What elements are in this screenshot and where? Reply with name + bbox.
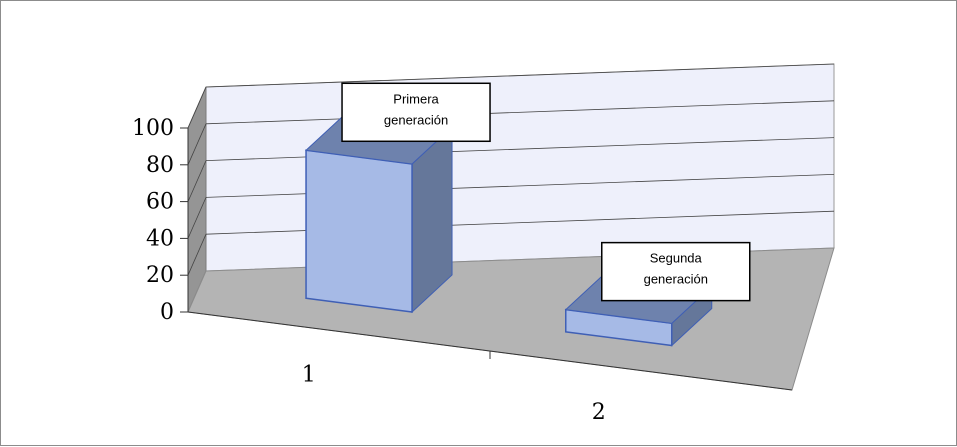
callout-text-1-0: Primera — [393, 91, 439, 106]
callout-text-2-0: Segunda — [650, 251, 703, 266]
callout-text-2-1: generación — [644, 272, 708, 287]
gridline-side — [187, 197, 207, 239]
gridline-back — [205, 100, 835, 125]
y-tick-label: 60 — [146, 190, 174, 215]
axes: 0 20 40 60 80 100 — [132, 116, 793, 391]
x-tick-label-2: 2 — [592, 400, 606, 425]
gridline-side — [187, 123, 207, 165]
gridline-side — [187, 234, 207, 276]
gridline-side — [187, 160, 207, 202]
bar-1 — [304, 112, 454, 314]
callout-box-1 — [341, 82, 491, 143]
callout-2: Segunda generación — [601, 241, 751, 302]
callout-1: Primera generación — [341, 82, 491, 143]
gridline-back — [205, 63, 835, 88]
x-tick-label-1: 1 — [302, 363, 316, 388]
back-wall — [205, 63, 835, 272]
y-tick-label: 100 — [132, 116, 174, 141]
y-tick-label: 0 — [160, 300, 174, 325]
bar-front-1 — [305, 149, 413, 313]
y-tick-label: 40 — [146, 226, 174, 251]
y-tick-label: 80 — [146, 153, 174, 178]
gridline-side — [187, 86, 207, 129]
y-tick-label: 20 — [146, 263, 174, 288]
callout-box-2 — [601, 241, 751, 302]
callouts: Primera generación Segunda generación — [341, 82, 751, 302]
callout-text-1-1: generación — [384, 112, 448, 127]
labels: 12 — [302, 363, 606, 425]
